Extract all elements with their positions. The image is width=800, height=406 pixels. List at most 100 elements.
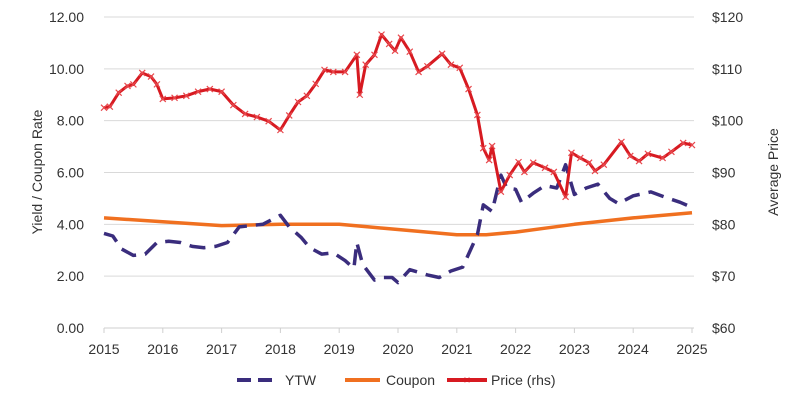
price-marker: [321, 66, 328, 74]
y-tick-label: 8.00: [57, 113, 84, 129]
legend-ytw-label: YTW: [285, 372, 317, 388]
price-marker: [391, 47, 399, 55]
y-tick-label: 4.00: [57, 216, 84, 232]
left-axis-ticks: 0.00 2.00 4.00 6.00 8.00 10.00 12.00: [49, 9, 84, 336]
y-tick-label: 12.00: [49, 9, 84, 25]
x-tick-label: 2025: [676, 341, 707, 357]
x-axis-ticks: 2015 2016 2017 2018 2019 2020 2021 2022 2023 2024…: [88, 341, 707, 357]
price-marker: [488, 142, 496, 150]
price-marker: [562, 193, 570, 201]
x-tick-label: 2016: [147, 341, 178, 357]
price-marker: [635, 157, 643, 165]
price-marker: [550, 168, 558, 176]
legend-price-label: Price (rhs): [491, 372, 556, 388]
price-marker: [182, 92, 190, 100]
price-marker: [438, 50, 446, 58]
price-marker: [341, 68, 349, 76]
price-marker: [520, 168, 528, 176]
price-marker: [485, 156, 493, 164]
series-line-ytw: [103, 162, 690, 285]
price-marker: [285, 112, 293, 119]
price-marker: [529, 159, 537, 167]
right-axis-ticks: $60 $70 $80 $90 $100 $110 $120: [712, 9, 743, 336]
y2-axis-label: Average Price: [765, 128, 781, 216]
y-tick-label: 0.00: [57, 320, 84, 336]
price-marker: [312, 80, 320, 88]
price-marker: [659, 154, 667, 162]
price-marker: [479, 144, 487, 152]
price-marker: [100, 104, 108, 112]
price-marker: [423, 62, 431, 70]
price-marker: [206, 85, 214, 93]
price-marker: [218, 88, 226, 96]
price-marker: [506, 171, 514, 179]
price-marker: [129, 80, 137, 88]
x-tick-label: 2017: [206, 341, 237, 357]
price-marker: [447, 61, 455, 69]
y2-tick-label: $60: [712, 320, 736, 336]
x-tick-label: 2022: [500, 341, 531, 357]
price-marker: [397, 34, 405, 42]
price-marker: [585, 159, 593, 167]
price-marker: [253, 113, 261, 121]
y-tick-label: 6.00: [57, 165, 84, 181]
price-marker: [303, 92, 311, 100]
price-marker: [329, 68, 337, 76]
price-marker: [147, 73, 155, 81]
price-marker: [362, 61, 370, 69]
y-tick-label: 10.00: [49, 61, 84, 77]
price-marker: [568, 149, 575, 157]
price-marker: [229, 101, 237, 109]
y2-tick-label: $80: [712, 216, 736, 232]
price-marker: [497, 188, 505, 196]
price-marker: [576, 154, 584, 162]
y2-tick-label: $100: [712, 113, 743, 129]
x-tick-label: 2021: [441, 341, 472, 357]
price-marker: [688, 141, 696, 149]
price-marker: [465, 85, 472, 93]
price-marker: [626, 152, 634, 160]
gridlines: [103, 16, 694, 333]
y2-tick-label: $70: [712, 268, 736, 284]
price-marker: [406, 48, 414, 56]
price-marker: [644, 150, 652, 158]
x-tick-label: 2019: [324, 341, 355, 357]
price-marker: [171, 94, 178, 102]
price-marker: [353, 51, 361, 59]
price-marker: [473, 111, 481, 119]
x-tick-label: 2024: [618, 341, 649, 357]
price-marker: [241, 110, 249, 118]
x-tick-label: 2015: [88, 341, 119, 357]
price-marker: [378, 31, 385, 39]
price-marker: [679, 139, 687, 147]
legend-price-marker: ×: [463, 373, 470, 387]
legend-coupon-label: Coupon: [386, 372, 435, 388]
price-marker: [138, 69, 146, 77]
y2-tick-label: $120: [712, 9, 743, 25]
x-tick-label: 2018: [265, 341, 296, 357]
price-marker: [515, 158, 522, 166]
series-lines: [100, 31, 696, 285]
x-tick-label: 2020: [382, 341, 413, 357]
price-marker: [194, 88, 202, 96]
price-marker: [600, 161, 608, 169]
y2-tick-label: $90: [712, 165, 736, 181]
price-marker: [115, 89, 123, 97]
price-marker: [415, 68, 423, 76]
price-marker: [371, 51, 378, 59]
y-axis-label: Yield / Coupon Rate: [29, 109, 45, 234]
price-marker: [356, 91, 364, 99]
price-marker: [456, 64, 464, 72]
y-tick-label: 2.00: [57, 268, 84, 284]
price-marker: [667, 148, 675, 156]
price-marker: [265, 117, 273, 125]
price-marker: [294, 98, 302, 106]
price-marker: [159, 95, 167, 103]
price-marker: [618, 138, 625, 146]
price-marker: [106, 103, 114, 111]
legend: YTW Coupon × Price (rhs): [237, 372, 556, 388]
price-marker: [591, 167, 599, 175]
price-marker: [541, 164, 549, 172]
y2-tick-label: $110: [712, 61, 742, 77]
